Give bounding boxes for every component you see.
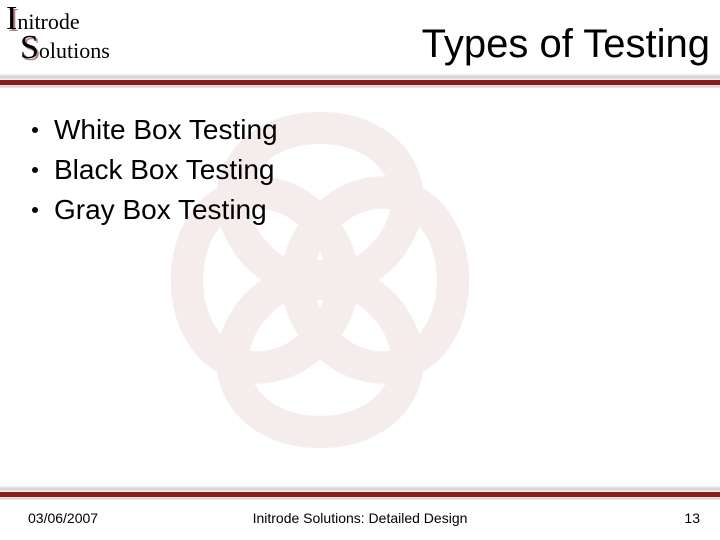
bullet-item: Black Box Testing — [28, 150, 692, 190]
divider-bottom — [0, 486, 720, 500]
content-area: White Box Testing Black Box Testing Gray… — [28, 110, 692, 230]
slide: I I nitrode S S olutions Types of Testin… — [0, 0, 720, 540]
footer-center: Initrode Solutions: Detailed Design — [0, 510, 720, 526]
slide-title: Types of Testing — [422, 22, 710, 67]
bullet-list: White Box Testing Black Box Testing Gray… — [28, 110, 692, 230]
logo-line-2: S S olutions — [20, 35, 166, 64]
footer-page-number: 13 — [684, 510, 700, 526]
bullet-item: Gray Box Testing — [28, 190, 692, 230]
divider-top — [0, 74, 720, 88]
bullet-item: White Box Testing — [28, 110, 692, 150]
bullet-dot-icon — [32, 207, 38, 213]
company-logo: I I nitrode S S olutions — [6, 6, 166, 64]
bullet-text: Gray Box Testing — [54, 190, 267, 230]
bullet-dot-icon — [32, 127, 38, 133]
bullet-dot-icon — [32, 167, 38, 173]
bullet-text: White Box Testing — [54, 110, 278, 150]
bullet-text: Black Box Testing — [54, 150, 275, 190]
